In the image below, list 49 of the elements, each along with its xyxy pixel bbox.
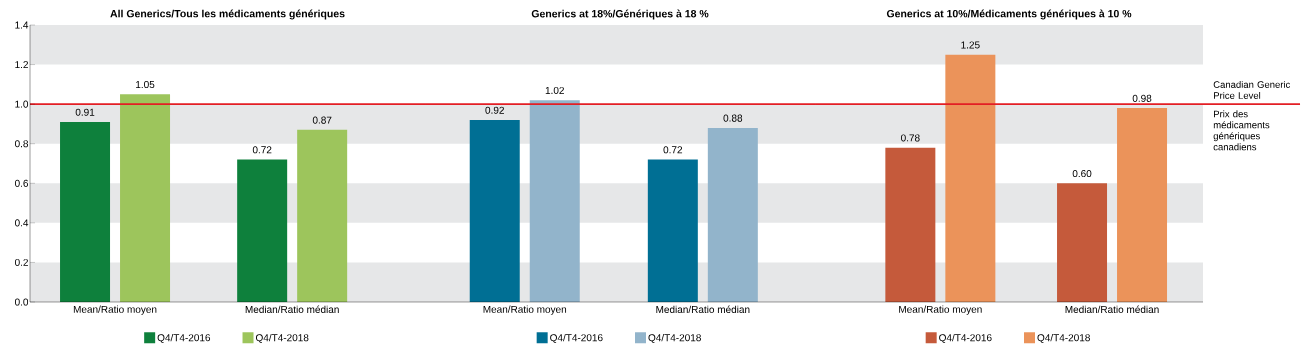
bar — [297, 129, 348, 302]
x-tick-label: Median/Ratio médian — [245, 305, 339, 313]
data-label: 0.92 — [485, 106, 504, 114]
legend-label: Q4/T4-2016 — [157, 333, 211, 344]
data-label: 1.25 — [961, 41, 980, 49]
legend-label: Q4/T4-2016 — [939, 333, 992, 344]
data-label: 0.60 — [1072, 170, 1092, 178]
data-label: 0.72 — [252, 146, 272, 154]
bar — [237, 159, 288, 302]
legend-label: Q4/T4-2018 — [648, 333, 701, 344]
y-tick-label: 1.2 — [15, 61, 28, 69]
y-tick-label: 0.6 — [14, 179, 29, 187]
bar — [945, 54, 996, 302]
text: Prix des médicaments génériques canadiens — [1213, 110, 1270, 151]
data-label: 0.98 — [1132, 94, 1152, 102]
data-label: 0.78 — [901, 134, 920, 142]
data-label: 0.88 — [723, 114, 743, 122]
x-tick-label: Median/Ratio médian — [656, 305, 750, 313]
bar — [60, 121, 111, 302]
data-label: 0.91 — [75, 108, 95, 116]
x-tick-label: Mean/Ratio moyen — [483, 305, 567, 315]
legend-label: Q4/T4-2016 — [550, 333, 603, 344]
chart-title: Generics at 10%/Médicaments génériques à 10 % — [886, 9, 1132, 20]
data-label: 0.72 — [663, 146, 683, 154]
y-tick-label: 0.2 — [14, 258, 28, 266]
ref-line-label: Canadian Generic Price Level — [1213, 80, 1291, 99]
y-tick-label: 0.0 — [14, 298, 29, 306]
bar — [1057, 183, 1108, 302]
y-tick-label: 1.4 — [15, 21, 29, 29]
x-tick-label: Mean/Ratio moyen — [73, 305, 157, 315]
y-tick-label: 0.4 — [14, 219, 29, 227]
legend-label: Q4/T4-2018 — [1037, 333, 1090, 344]
y-tick-label: 1.0 — [15, 100, 29, 108]
bar — [120, 94, 171, 302]
bar — [707, 127, 758, 302]
chart-title: Generics at 18%/Génériques à 18 % — [531, 9, 709, 20]
x-tick-label: Median/Ratio médian — [1065, 305, 1159, 313]
bar — [647, 159, 698, 302]
y-tick-label: 0.8 — [14, 140, 29, 148]
bar — [885, 147, 936, 302]
bar — [1117, 108, 1168, 302]
data-label: 1.02 — [545, 86, 564, 94]
bar — [529, 100, 580, 302]
x-tick-label: Mean/Ratio moyen — [899, 305, 982, 315]
data-label: 1.05 — [136, 80, 155, 89]
bar — [469, 119, 520, 302]
legend-label: Q4/T4-2018 — [255, 333, 309, 344]
data-label: 0.87 — [312, 116, 332, 124]
chart-title: All Generics/Tous les médicaments génériques — [110, 9, 345, 20]
